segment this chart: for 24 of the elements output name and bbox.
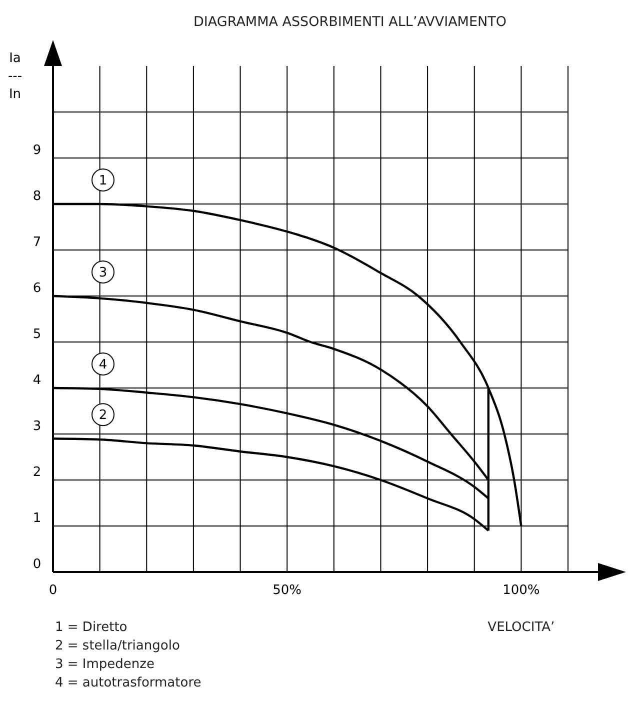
y-tick-label: 9 — [32, 143, 42, 158]
y-tick-label: 4 — [32, 373, 42, 388]
x-tick-label: 100% — [502, 583, 540, 598]
chart-title: DIAGRAMMA ASSORBIMENTI ALL’AVVIAMENTO — [194, 14, 506, 30]
series-label: 1 — [98, 174, 108, 188]
x-tick-label: 50% — [272, 583, 302, 598]
text: 2 = stella/triangolo — [55, 638, 180, 654]
y-tick-label: 2 — [32, 465, 42, 480]
x-tick-label: 0 — [48, 583, 58, 598]
text: 3 = Impedenze — [55, 657, 154, 672]
x-axis-title: VELOCITA’ — [488, 620, 555, 635]
y-tick-label: 5 — [32, 327, 42, 342]
text: 4 = autotrasformatore — [55, 676, 202, 690]
y-tick-label: 8 — [32, 189, 42, 204]
text: 1 = Diretto — [55, 620, 128, 635]
y-tick-label: 1 — [32, 511, 42, 526]
y-tick-label: 0 — [32, 557, 42, 572]
series-label: 2 — [98, 408, 108, 424]
y-tick-label: 3 — [32, 419, 42, 434]
y-axis-title: Ia --- In — [8, 51, 22, 102]
series-label: 4 — [98, 358, 108, 372]
y-tick-label: 7 — [32, 235, 42, 250]
series-label: 3 — [98, 266, 108, 280]
y-tick-label: 6 — [32, 281, 42, 296]
